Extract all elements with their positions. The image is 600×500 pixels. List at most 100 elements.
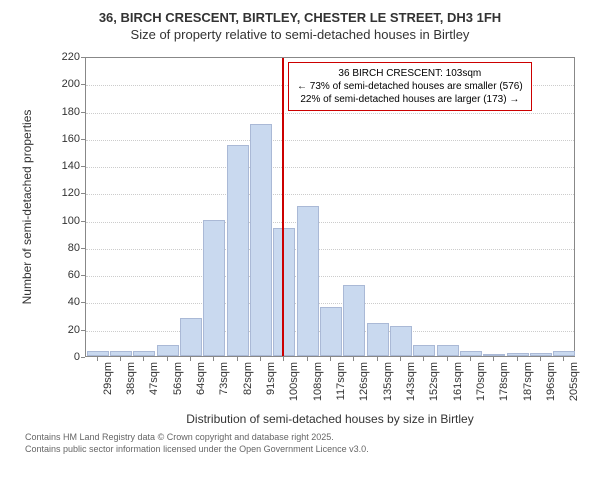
x-tick-mark (563, 357, 564, 361)
x-tick-label: 126sqm (358, 362, 370, 401)
x-tick-label: 187sqm (522, 362, 534, 401)
histogram-bar (227, 145, 249, 356)
footer-line2: Contains public sector information licen… (25, 444, 585, 456)
x-tick-mark (330, 357, 331, 361)
x-tick-label: 170sqm (475, 362, 487, 401)
x-tick-mark (120, 357, 121, 361)
x-tick-mark (493, 357, 494, 361)
histogram-bar (87, 351, 109, 356)
y-tick-mark (81, 166, 85, 167)
histogram-bar (320, 307, 342, 356)
histogram-bar (297, 206, 319, 356)
histogram-bar (507, 353, 529, 356)
title-subtitle: Size of property relative to semi-detach… (15, 27, 585, 42)
histogram-bar (180, 318, 202, 356)
x-tick-label: 196sqm (545, 362, 557, 401)
histogram-bar (483, 354, 505, 356)
grid-line (86, 113, 574, 114)
x-tick-label: 73sqm (218, 362, 230, 395)
x-tick-label: 108sqm (312, 362, 324, 401)
y-tick-label: 180 (55, 106, 80, 118)
x-tick-label: 91sqm (265, 362, 277, 395)
x-tick-mark (167, 357, 168, 361)
y-tick-mark (81, 84, 85, 85)
y-tick-label: 120 (55, 187, 80, 199)
x-tick-label: 82sqm (242, 362, 254, 395)
footer-line1: Contains HM Land Registry data © Crown c… (25, 432, 585, 444)
x-tick-mark (447, 357, 448, 361)
histogram-bar (553, 351, 575, 356)
y-tick-label: 80 (55, 242, 80, 254)
y-tick-mark (81, 302, 85, 303)
title-block: 36, BIRCH CRESCENT, BIRTLEY, CHESTER LE … (15, 10, 585, 42)
grid-line (86, 194, 574, 195)
x-tick-mark (400, 357, 401, 361)
x-tick-mark (307, 357, 308, 361)
reference-line (282, 58, 284, 356)
grid-line (86, 167, 574, 168)
y-tick-label: 20 (55, 324, 80, 336)
y-tick-label: 220 (55, 51, 80, 63)
grid-line (86, 140, 574, 141)
y-tick-label: 140 (55, 160, 80, 172)
annotation-line1: 36 BIRCH CRESCENT: 103sqm (297, 67, 523, 80)
x-tick-label: 117sqm (335, 362, 347, 400)
x-tick-mark (97, 357, 98, 361)
y-tick-mark (81, 112, 85, 113)
grid-line (86, 249, 574, 250)
histogram-bar (530, 353, 552, 356)
chart-area: Number of semi-detached properties 36 BI… (25, 47, 585, 427)
y-tick-label: 60 (55, 269, 80, 281)
histogram-bar (110, 351, 132, 356)
histogram-bar (133, 351, 155, 356)
x-tick-mark (260, 357, 261, 361)
x-tick-mark (237, 357, 238, 361)
chart-container: 36, BIRCH CRESCENT, BIRTLEY, CHESTER LE … (0, 0, 600, 500)
x-tick-mark (470, 357, 471, 361)
title-address: 36, BIRCH CRESCENT, BIRTLEY, CHESTER LE … (15, 10, 585, 25)
x-tick-mark (377, 357, 378, 361)
histogram-bar (437, 345, 459, 356)
x-tick-label: 29sqm (102, 362, 114, 395)
y-tick-label: 100 (55, 215, 80, 227)
histogram-bar (343, 285, 365, 356)
annotation-box: 36 BIRCH CRESCENT: 103sqm ← 73% of semi-… (288, 62, 532, 111)
x-tick-label: 56sqm (172, 362, 184, 395)
y-tick-mark (81, 193, 85, 194)
x-tick-mark (143, 357, 144, 361)
y-tick-label: 40 (55, 296, 80, 308)
histogram-bar (390, 326, 412, 356)
y-tick-mark (81, 221, 85, 222)
grid-line (86, 222, 574, 223)
histogram-bar (203, 220, 225, 356)
x-tick-mark (283, 357, 284, 361)
x-tick-mark (190, 357, 191, 361)
y-tick-label: 160 (55, 133, 80, 145)
histogram-bar (367, 323, 389, 356)
histogram-bar (157, 345, 179, 356)
grid-line (86, 276, 574, 277)
histogram-bar (273, 228, 295, 356)
y-tick-mark (81, 139, 85, 140)
y-tick-mark (81, 357, 85, 358)
x-tick-label: 100sqm (288, 362, 300, 401)
x-tick-mark (353, 357, 354, 361)
plot-area: 36 BIRCH CRESCENT: 103sqm ← 73% of semi-… (85, 57, 575, 357)
x-tick-mark (213, 357, 214, 361)
x-tick-label: 152sqm (428, 362, 440, 401)
x-tick-label: 64sqm (195, 362, 207, 395)
y-tick-mark (81, 57, 85, 58)
annotation-line2: ← 73% of semi-detached houses are smalle… (297, 80, 523, 93)
x-tick-mark (540, 357, 541, 361)
x-axis-label: Distribution of semi-detached houses by … (85, 412, 575, 426)
x-tick-label: 178sqm (498, 362, 510, 401)
attribution-footer: Contains HM Land Registry data © Crown c… (15, 432, 585, 455)
y-tick-label: 200 (55, 78, 80, 90)
histogram-bar (460, 351, 482, 356)
x-tick-mark (517, 357, 518, 361)
x-tick-label: 38sqm (125, 362, 137, 395)
x-tick-label: 161sqm (452, 362, 464, 401)
x-tick-label: 135sqm (382, 362, 394, 401)
y-tick-mark (81, 248, 85, 249)
annotation-line3: 22% of semi-detached houses are larger (… (297, 93, 523, 106)
